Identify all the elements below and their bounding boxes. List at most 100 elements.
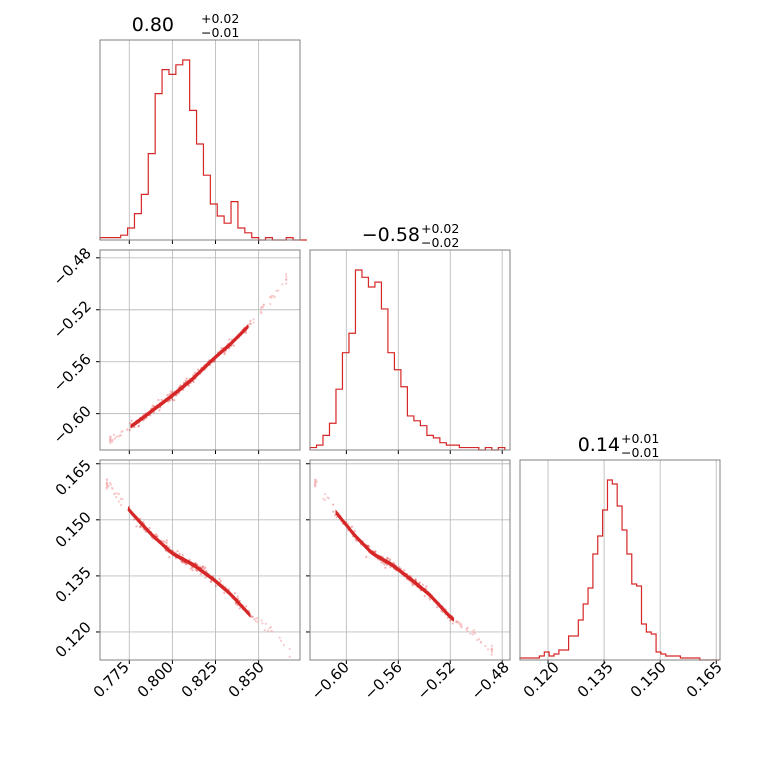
pair-4-point [233,592,237,595]
pair-4-point [223,591,226,595]
pair-5-point [490,651,493,654]
pair-5-point [473,631,476,634]
pair-5-point [392,561,395,564]
pair-4-point [236,595,239,598]
pair-3-point [166,394,169,397]
pair-3-contour-1 [130,324,249,429]
pair-3-point [223,351,226,354]
hist-panel-0 [99,39,307,244]
pair-3-point [248,322,252,325]
pair-4-point [268,626,271,630]
pair-4-point [191,569,194,572]
xtick-p2-2: 0.150 [627,658,670,701]
pair-4-point [148,526,151,530]
pair-3-point [232,344,236,347]
pair-4-point [201,565,204,569]
pair-5-contour-2 [335,510,454,622]
ytick-p1-0: −0.60 [50,402,95,447]
pair-3-point [193,371,197,374]
pair-5-point [385,563,389,567]
pair-5-point [465,628,468,631]
pair-4-point [184,562,187,566]
pair-5-point [333,513,337,517]
pair-4-point [196,563,199,566]
pair-4-point [234,602,237,605]
pair-5-point [324,493,327,496]
pair-3-point [121,430,124,433]
pair-5-point [472,629,475,632]
pair-3-point [244,331,248,334]
pair-3-point [228,338,231,341]
pair-4-point [121,497,124,501]
pair-3-point [158,409,161,412]
hist-2-steps [519,479,720,661]
pair-3-point [126,428,129,432]
pair-4-point [189,567,192,570]
pair-5-point [365,555,368,559]
pair-4-point [168,555,171,559]
pair-5-point [460,626,463,629]
ytick-p1-3: −0.48 [50,244,95,289]
xtick-p0-1: 0.800 [134,658,177,701]
pair-panel-0-1 [96,249,301,454]
pair-4-point [245,605,248,608]
pair-4-point [266,629,270,632]
pair-4-point [238,607,241,610]
pair-3-point [281,283,284,286]
pair-5-point [476,638,479,642]
pair-3-point [111,440,114,443]
pair-3-point [109,439,112,442]
title-param-0: 0.80 [132,14,174,36]
pair-3-point [213,360,216,363]
pair-4-point [181,554,184,557]
pair-5-point [466,626,469,629]
ytick-p1-1: −0.56 [50,350,95,395]
pair-4-point [115,496,118,499]
pair-4-contours [128,506,251,618]
pair-5-point [457,622,460,625]
hist-0-steps [99,59,307,241]
pair-3-point [252,318,255,321]
pair-4-point [263,628,266,632]
xtick-p1-1: −0.56 [361,658,406,703]
pair-5-point [471,633,474,636]
title-param-1: −0.58 [362,224,420,246]
pair-3-contours [130,323,249,429]
pair-5-point [466,630,469,633]
pair-3-point [249,322,253,326]
pair-4-point [205,569,208,573]
pair-4-point [139,525,143,528]
pair-4-point [176,550,179,553]
pair-5-point [471,630,474,634]
pair-4-point [256,620,259,624]
pair-5-point [314,478,317,481]
pair-4-point [195,569,199,573]
ytick-p2-0: 0.120 [52,618,95,661]
title-param-0-plus: +0.02 [201,11,239,26]
pair-5-point [484,644,487,648]
pair-4-point [180,560,183,563]
hist-1-frame [309,249,511,451]
pair-4-point [194,561,197,564]
pair-5-point [353,530,356,533]
pair-3-point [137,424,141,427]
pair-3-point [111,438,114,442]
pair-4-point [105,486,108,489]
pair-4-point [105,478,108,482]
xtick-p2-3: 0.165 [683,658,726,701]
pair-3-point [128,429,131,432]
pair-5-point [383,563,386,566]
pair-3-point [171,398,174,401]
pair-5-point [385,556,389,559]
pair-3-point [270,294,273,298]
pair-3-point [260,306,263,309]
pair-3-point [196,368,200,371]
ytick-p2-1: 0.135 [52,563,95,606]
pair-4-point [250,615,253,618]
pair-4-point [203,567,206,570]
pair-3-point [185,377,188,380]
pair-5-point [477,638,481,641]
pair-4-point [156,535,159,538]
pair-5-contours [335,509,454,622]
